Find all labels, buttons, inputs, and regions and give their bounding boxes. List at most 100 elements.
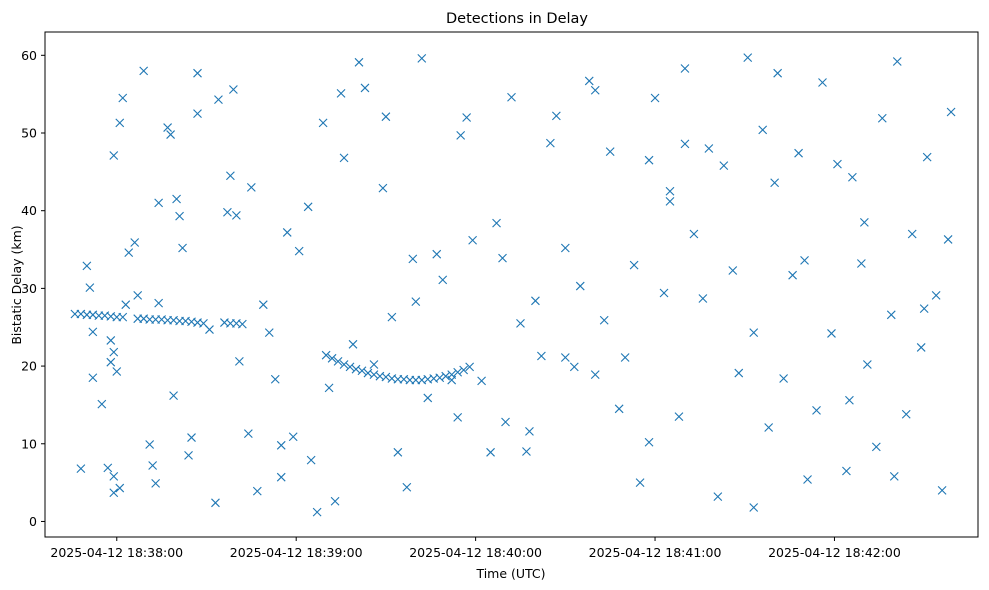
data-point <box>435 373 445 383</box>
data-point <box>381 372 391 382</box>
data-point <box>360 83 370 93</box>
data-point <box>453 367 463 377</box>
data-point <box>231 210 241 220</box>
data-point <box>97 399 107 409</box>
data-point <box>629 260 639 270</box>
data-point <box>919 304 929 313</box>
data-point <box>441 371 451 381</box>
data-point <box>459 365 469 375</box>
y-tick-label: 30 <box>21 281 37 296</box>
data-point <box>922 152 932 162</box>
data-point <box>88 373 98 383</box>
data-point <box>901 409 911 419</box>
data-point <box>650 93 660 103</box>
data-point <box>522 447 531 456</box>
data-point <box>229 85 238 94</box>
y-tick-label: 60 <box>21 48 37 63</box>
data-point <box>674 412 684 421</box>
data-point <box>351 364 361 374</box>
data-point <box>369 360 379 369</box>
chart-title: Detections in Delay <box>446 11 588 27</box>
data-point <box>833 159 842 169</box>
data-point <box>193 68 202 78</box>
data-point <box>82 261 92 271</box>
data-point <box>408 254 418 264</box>
x-tick-label: 2025-04-12 18:39:00 <box>230 545 363 560</box>
data-point <box>109 488 119 498</box>
data-point <box>659 288 669 298</box>
data-point <box>516 318 525 328</box>
y-axis: 0 10 20 30 40 50 60 <box>21 48 45 529</box>
data-point <box>205 325 214 334</box>
data-point <box>184 451 193 460</box>
data-point <box>169 391 178 400</box>
data-point <box>246 182 256 192</box>
data-point <box>507 92 516 102</box>
data-point <box>749 328 759 338</box>
data-point <box>339 153 349 163</box>
y-tick-label: 40 <box>21 203 37 218</box>
data-point <box>282 228 292 237</box>
data-point <box>417 54 427 63</box>
data-point <box>112 367 122 376</box>
data-point <box>614 404 624 414</box>
data-point <box>139 66 149 76</box>
data-point <box>237 319 247 329</box>
data-point <box>226 171 235 181</box>
data-point <box>734 368 744 378</box>
data-point <box>321 350 331 360</box>
data-point <box>402 482 412 492</box>
data-point <box>270 374 280 384</box>
data-point <box>680 64 690 73</box>
data-point <box>303 202 313 212</box>
data-point <box>133 290 143 300</box>
data-point <box>689 229 699 239</box>
data-point <box>743 53 753 63</box>
x-axis-label: Time (UTC) <box>475 566 545 581</box>
data-point <box>145 440 155 449</box>
data-point <box>800 256 809 265</box>
data-point <box>773 68 783 78</box>
data-point <box>665 186 675 196</box>
data-point <box>704 144 714 153</box>
data-point <box>330 496 340 506</box>
data-point <box>211 498 220 508</box>
data-point <box>124 248 134 258</box>
data-point <box>447 375 457 385</box>
data-point <box>560 353 570 362</box>
data-point <box>605 147 615 157</box>
data-point <box>877 113 887 123</box>
data-point <box>118 93 128 103</box>
data-point <box>151 479 161 488</box>
data-point <box>294 246 304 256</box>
data-point <box>103 463 113 473</box>
data-point <box>779 374 789 383</box>
data-point <box>803 475 812 484</box>
data-point <box>318 118 328 128</box>
x-tick-label: 2025-04-12 18:42:00 <box>768 545 901 560</box>
data-point <box>468 235 478 245</box>
data-point <box>258 300 268 310</box>
data-point <box>680 139 690 149</box>
data-point <box>306 455 316 465</box>
data-point <box>312 507 322 517</box>
plot-area <box>45 32 978 537</box>
data-point <box>88 327 98 337</box>
data-point <box>545 138 555 148</box>
data-point <box>644 155 654 165</box>
data-point <box>381 112 391 122</box>
data-point <box>501 417 510 427</box>
data-point <box>916 343 926 352</box>
data-point <box>172 194 181 204</box>
data-point <box>327 353 337 363</box>
data-point <box>892 57 902 66</box>
data-point <box>560 243 570 253</box>
data-point <box>223 207 232 217</box>
data-point <box>584 76 594 86</box>
data-point <box>438 275 448 285</box>
data-point <box>336 88 346 98</box>
x-axis: 2025-04-12 18:38:00 2025-04-12 18:39:00 20… <box>50 537 901 560</box>
data-point <box>946 107 956 117</box>
data-point <box>154 198 164 208</box>
